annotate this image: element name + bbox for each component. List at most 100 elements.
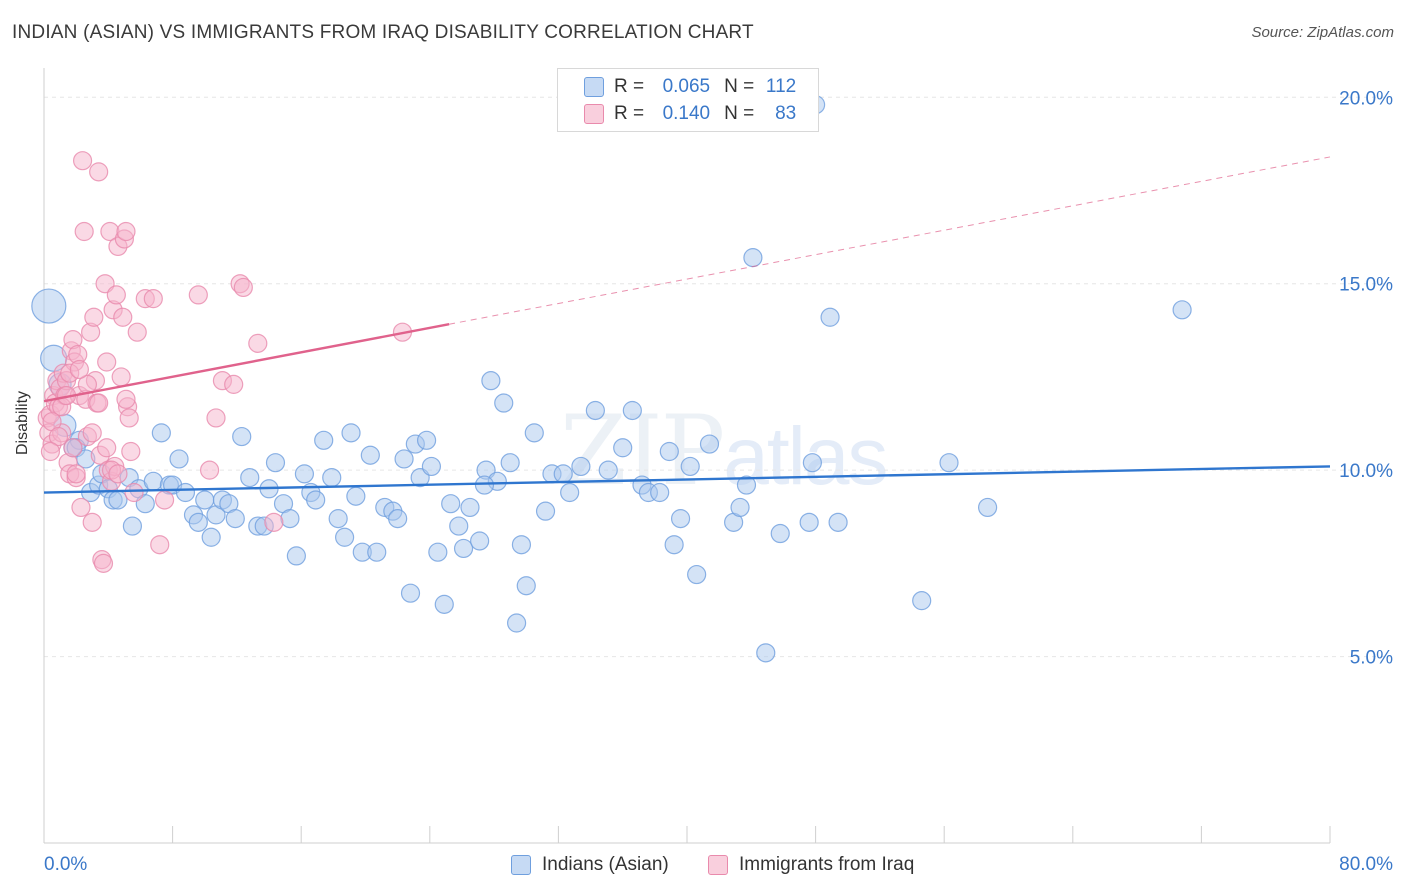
indian-point <box>341 423 361 443</box>
indian-point <box>314 430 334 450</box>
y-axis-label: Disability <box>14 390 31 455</box>
indian-point <box>188 512 208 532</box>
indian-point <box>1172 300 1192 320</box>
indian-point <box>428 542 448 562</box>
indian-point <box>294 464 315 484</box>
iraq-point <box>199 460 220 480</box>
indian-point <box>240 468 260 488</box>
iraq-point <box>143 289 163 309</box>
indian-point <box>328 509 348 529</box>
r-value: 0.065 <box>662 76 711 97</box>
iraq-point <box>108 464 128 484</box>
indian-point <box>524 423 544 443</box>
n-label: N = <box>724 103 755 124</box>
iraq-point <box>63 438 83 458</box>
indian-point <box>571 456 591 477</box>
indian-point <box>585 400 605 421</box>
indian-point <box>169 449 189 469</box>
indian-point <box>912 591 932 611</box>
iraq-point <box>106 285 126 305</box>
r-label: R = <box>614 76 645 97</box>
indian-point <box>680 456 700 477</box>
indian-point <box>286 546 306 566</box>
indian-point <box>460 497 480 518</box>
iraq-point <box>93 553 114 573</box>
x-tick-label: 0.0% <box>44 854 87 875</box>
indian-point <box>511 535 532 555</box>
indian-point <box>195 490 215 510</box>
indian-point <box>650 482 670 503</box>
legend-row-indians: R = 0.065 N = 112 <box>584 75 810 99</box>
legend-swatch-pink <box>708 855 728 875</box>
indian-point <box>770 523 790 544</box>
iraq-point <box>224 374 244 394</box>
iraq-point <box>116 389 136 409</box>
indian-point <box>535 501 556 521</box>
y-tick-label: 20.0% <box>1339 88 1393 109</box>
indian-point <box>346 486 366 506</box>
indian-point <box>416 430 437 450</box>
indian-point <box>598 460 618 480</box>
indian-point <box>449 516 469 536</box>
iraq-point <box>233 277 253 298</box>
iraq-point <box>248 333 268 353</box>
indian-point <box>453 538 474 559</box>
iraq-point <box>113 307 133 327</box>
trend-line <box>43 465 1331 494</box>
indian-point <box>306 490 326 510</box>
indian-point <box>322 468 342 488</box>
legend-item-iraq: Immigrants from Iraq <box>708 854 914 876</box>
indian-point <box>743 248 763 268</box>
indian-point <box>201 527 221 547</box>
iraq-point <box>206 408 226 428</box>
legend-item-indians: Indians (Asian) <box>511 854 669 876</box>
iraq-point <box>71 497 91 518</box>
legend-label-iraq: Immigrants from Iraq <box>739 854 915 875</box>
correlation-legend: R = 0.065 N = 112 R = 0.140 N = 83 <box>557 68 819 132</box>
indian-point <box>756 643 776 663</box>
legend-swatch-pink <box>584 104 604 124</box>
indian-point <box>802 453 822 473</box>
indian-point <box>265 453 286 473</box>
iraq-point <box>127 322 147 342</box>
indian-point <box>939 453 959 473</box>
source-label: Source: ZipAtlas.com <box>1251 24 1394 41</box>
indian-point <box>978 497 998 518</box>
trend-line <box>43 323 450 403</box>
indian-point <box>516 576 536 596</box>
iraq-point <box>74 221 94 242</box>
legend-swatch-blue <box>584 77 604 97</box>
r-label: R = <box>614 103 645 124</box>
indian-point <box>613 438 633 458</box>
indian-point <box>143 471 163 491</box>
iraq-point <box>97 352 117 372</box>
indian-point <box>687 564 707 585</box>
indian-point <box>225 509 245 529</box>
indian-point <box>175 482 196 503</box>
iraq-point <box>72 151 93 171</box>
indian-point <box>122 516 143 536</box>
indian-point <box>736 475 757 495</box>
indian-point <box>474 475 495 495</box>
indian-point <box>699 434 720 454</box>
indian-point <box>659 441 679 462</box>
indian-point <box>388 509 408 529</box>
iraq-point <box>154 490 175 510</box>
indian-point <box>470 531 490 551</box>
iraq-point <box>150 535 170 555</box>
y-tick-label: 10.0% <box>1339 461 1393 482</box>
indian-point <box>730 497 750 518</box>
indian-point <box>664 535 684 555</box>
iraq-point <box>119 408 139 428</box>
r-value: 0.140 <box>662 103 711 124</box>
iraq-point <box>82 512 102 532</box>
iraq-point <box>89 393 109 413</box>
indian-point <box>820 307 840 327</box>
series-legend: Indians (Asian) Immigrants from Iraq <box>0 852 1406 878</box>
iraq-point <box>111 367 131 387</box>
indian-point <box>500 453 520 473</box>
indian-point <box>400 583 421 603</box>
indian-point <box>367 542 387 562</box>
indian-point <box>441 494 461 514</box>
